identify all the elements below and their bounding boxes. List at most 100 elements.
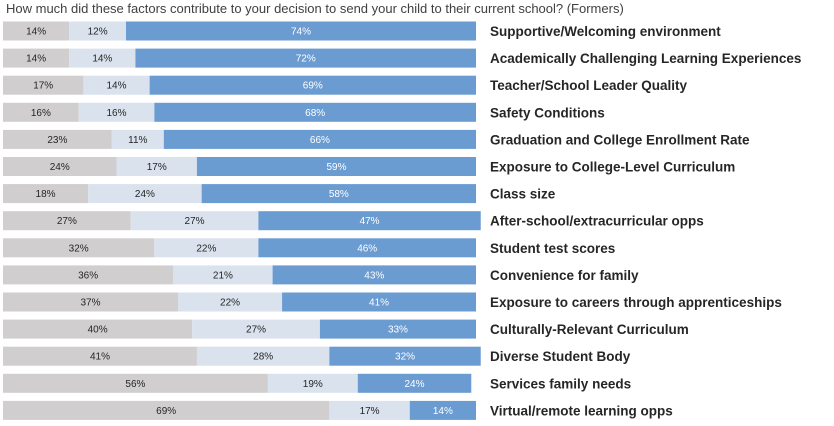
bar-segment-2 [178, 292, 283, 312]
bar-segment-3 [135, 48, 476, 68]
bar-segment-3 [154, 102, 477, 122]
data-label: 12% [88, 27, 108, 38]
bar-segment-3 [201, 184, 476, 204]
bar-segment-3 [125, 21, 476, 41]
data-label: 58% [329, 189, 349, 200]
bar-segment-1 [3, 184, 89, 204]
category-label: Academically Challenging Learning Experi… [490, 51, 801, 66]
category-label: Culturally-Relevant Curriculum [490, 322, 689, 337]
category-label: Exposure to careers through apprenticesh… [490, 295, 782, 310]
bar-segment-2 [69, 48, 136, 68]
category-label: Safety Conditions [490, 105, 605, 120]
bar-segment-3 [272, 265, 476, 285]
data-label: 23% [47, 135, 67, 146]
data-label: 17% [33, 81, 53, 92]
bar-segment-2 [173, 265, 273, 285]
data-label: 24% [50, 162, 70, 173]
data-label: 59% [326, 162, 346, 173]
bar-segment-2 [116, 157, 197, 176]
bar-segment-2 [154, 238, 259, 258]
bar-segment-1 [3, 400, 330, 420]
bar-segment-3 [409, 400, 476, 420]
bar-segment-3 [196, 157, 476, 176]
data-label: 27% [246, 325, 266, 336]
data-label: 14% [107, 81, 127, 92]
bar-segment-3 [258, 238, 476, 258]
data-label: 32% [69, 243, 89, 254]
data-label: 18% [36, 189, 56, 200]
bar-segment-1 [3, 129, 112, 149]
bar-segment-2 [83, 75, 150, 95]
bar-segment-3 [319, 319, 476, 339]
bar-segment-2 [329, 400, 410, 420]
bar-segment-1 [3, 292, 179, 312]
category-label: Diverse Student Body [490, 349, 631, 364]
data-label: 41% [369, 298, 389, 309]
data-label: 36% [78, 270, 98, 281]
data-label: 27% [185, 216, 205, 227]
data-label: 17% [147, 162, 167, 173]
data-label: 21% [213, 270, 233, 281]
bar-segment-1 [3, 373, 268, 393]
data-label: 24% [405, 379, 425, 390]
bar-segment-3 [282, 292, 476, 312]
bar-segment-1 [3, 238, 155, 258]
data-label: 14% [433, 406, 453, 417]
bar-segment-2 [88, 184, 202, 204]
bar-segment-1 [3, 346, 197, 366]
data-label: 46% [357, 243, 377, 254]
data-label: 72% [296, 54, 316, 65]
bar-segment-2 [69, 21, 126, 41]
bar-segment-1 [3, 265, 174, 285]
chart-title: How much did these factors contribute to… [6, 1, 624, 16]
category-label: Exposure to College-Level Curriculum [490, 160, 735, 175]
data-label: 24% [135, 189, 155, 200]
bar-segment-3 [258, 211, 481, 231]
bar-segment-1 [3, 157, 117, 176]
bar-segment-3 [163, 129, 476, 149]
data-label: 40% [88, 325, 108, 336]
data-label: 22% [220, 298, 240, 309]
data-label: 14% [26, 27, 46, 38]
category-label: After-school/extracurricular opps [490, 214, 704, 229]
data-label: 69% [303, 81, 323, 92]
bar-segment-2 [111, 129, 164, 149]
data-label: 27% [57, 216, 77, 227]
bar-segment-3 [329, 346, 481, 366]
category-label: Services family needs [490, 376, 631, 391]
data-label: 17% [360, 406, 380, 417]
data-label: 22% [196, 243, 216, 254]
data-label: 33% [388, 325, 408, 336]
bar-segment-2 [267, 373, 358, 393]
data-label: 32% [395, 352, 415, 363]
data-label: 56% [125, 379, 145, 390]
data-label: 19% [303, 379, 323, 390]
bar-segment-1 [3, 48, 70, 68]
data-label: 14% [92, 54, 112, 65]
category-label: Graduation and College Enrollment Rate [490, 132, 750, 147]
data-label: 11% [128, 135, 147, 146]
category-label: Student test scores [490, 241, 615, 256]
data-label: 47% [360, 216, 380, 227]
data-label: 68% [305, 108, 325, 119]
category-label: Teacher/School Leader Quality [490, 78, 688, 93]
data-label: 41% [90, 352, 110, 363]
data-label: 16% [31, 108, 51, 119]
category-label: Supportive/Welcoming environment [490, 24, 721, 39]
data-label: 74% [291, 27, 311, 38]
category-label: Convenience for family [490, 268, 639, 283]
bar-segment-2 [192, 319, 320, 339]
bar-segment-2 [196, 346, 330, 366]
data-label: 43% [364, 270, 384, 281]
bar-segment-2 [130, 211, 259, 231]
bar-segment-1 [3, 21, 70, 41]
data-label: 66% [310, 135, 330, 146]
data-label: 14% [26, 54, 46, 65]
bar-segment-3 [357, 373, 472, 393]
category-label: Virtual/remote learning opps [490, 403, 673, 418]
bar-segment-1 [3, 75, 84, 95]
bar-segment-2 [78, 102, 155, 122]
data-label: 28% [253, 352, 273, 363]
bar-segment-1 [3, 211, 131, 231]
